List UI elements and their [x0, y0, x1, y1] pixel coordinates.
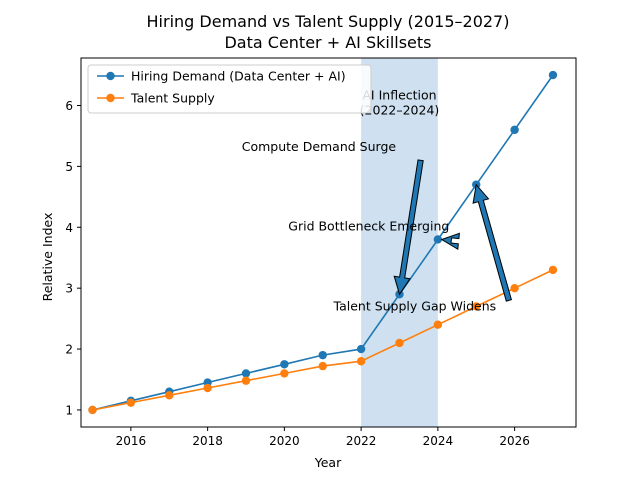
plot-frame [80, 57, 577, 428]
x-axis-label: Year [314, 455, 342, 470]
chart-title-line-2: Data Center + AI Skillsets [224, 33, 431, 52]
x-tick-label-2016: 2016 [116, 434, 147, 448]
series-1-point-2026 [510, 283, 519, 293]
legend-label-1: Talent Supply [130, 91, 215, 106]
series-1-point-2018 [203, 383, 212, 393]
y-tick-label-3: 3 [65, 282, 73, 296]
series-0-point-2026 [510, 125, 519, 135]
series-0-point-2027 [548, 70, 558, 80]
y-tick-label-1: 1 [65, 403, 73, 417]
series-0-point-2024 [433, 235, 443, 244]
series-0-point-2022 [356, 344, 366, 354]
series-1-point-2017 [165, 391, 174, 400]
series-1-point-2023 [395, 338, 404, 348]
annotation-2-arrow [472, 183, 513, 302]
y-tick-label-4: 4 [65, 221, 73, 235]
series-1-point-2020 [280, 369, 289, 378]
series-0-point-2020 [280, 360, 289, 369]
series-1-point-2015 [88, 405, 97, 415]
x-tick-label-2026: 2026 [499, 434, 530, 448]
series-0-point-2019 [241, 369, 251, 378]
shaded-region-label-line-2: (2022–2024) [360, 102, 440, 117]
x-tick-label-2020: 2020 [269, 434, 300, 448]
y-axis-label: Relative Index [40, 213, 55, 302]
series-1-point-2021 [318, 361, 327, 371]
series-1-point-2027 [548, 265, 558, 275]
series-1-point-2016 [126, 398, 136, 407]
annotation-0-arrow [393, 159, 424, 296]
annotation-1-arrow [440, 232, 460, 251]
legend-marker-0 [106, 71, 115, 81]
annotation-2-label: Talent Supply Gap Widens [333, 299, 497, 314]
legend-box [87, 64, 372, 114]
annotation-0-label: Compute Demand Surge [242, 139, 397, 154]
legend-label-0: Hiring Demand (Data Center + AI) [131, 69, 346, 84]
chart-title-line-1: Hiring Demand vs Talent Supply (2015–202… [147, 12, 510, 31]
y-tick-label-5: 5 [65, 160, 73, 174]
shaded-region-label-line-1: AI Inflection [362, 87, 436, 102]
series-1-point-2022 [356, 357, 366, 366]
legend-marker-1 [106, 93, 115, 103]
y-tick-label-2: 2 [65, 343, 73, 357]
x-tick-label-2018: 2018 [192, 434, 223, 448]
x-tick-label-2022: 2022 [346, 434, 377, 448]
series-1-point-2024 [433, 320, 443, 329]
series-1-point-2025 [472, 302, 481, 311]
shaded-region-ai-inflection [361, 58, 438, 427]
series-1-point-2019 [241, 376, 251, 385]
x-tick-label-2024: 2024 [423, 434, 454, 448]
y-tick-label-6: 6 [65, 99, 73, 113]
series-0-point-2021 [318, 350, 327, 360]
annotation-1-label: Grid Bottleneck Emerging [288, 218, 449, 233]
